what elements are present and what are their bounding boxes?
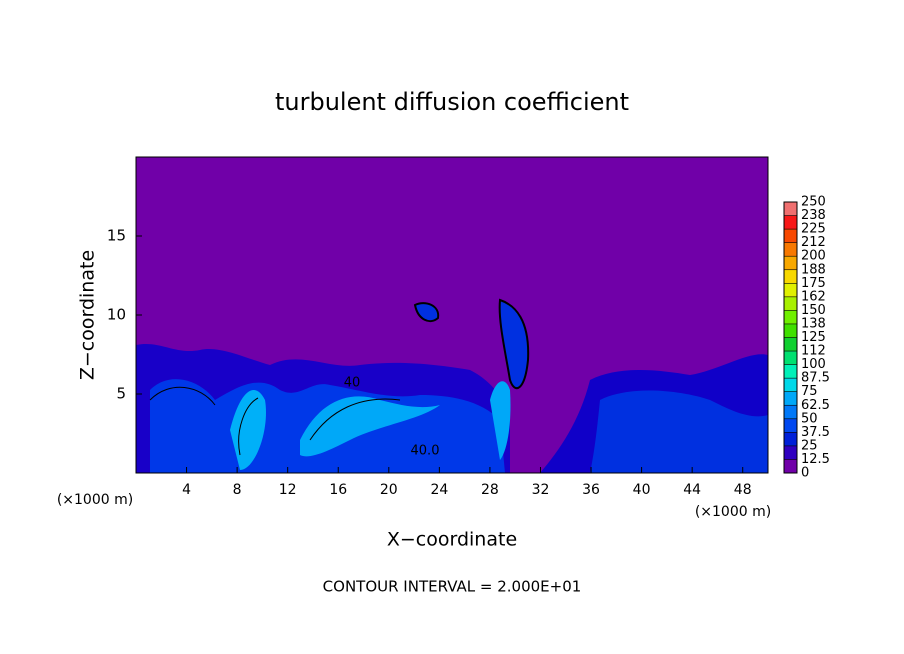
colorbar-band <box>784 351 797 365</box>
y-tick-label: 15 <box>107 227 126 245</box>
field-region <box>300 396 440 457</box>
colorbar-label: 37.5 <box>801 425 830 440</box>
colorbar-band <box>784 310 797 324</box>
colorbar-label: 162 <box>801 289 826 304</box>
colorbar-label: 250 <box>801 195 826 210</box>
x-tick-label: 20 <box>380 482 398 498</box>
colorbar-band <box>784 229 797 243</box>
x-unit-label: (×1000 m) <box>695 504 771 520</box>
colorbar-band <box>784 405 797 419</box>
colorbar-band <box>784 459 797 473</box>
colorbar-band <box>784 242 797 257</box>
colorbar-band <box>784 296 797 311</box>
colorbar-label: 25 <box>801 438 818 453</box>
x-tick-label: 28 <box>481 482 499 498</box>
colorbar-band <box>784 418 797 433</box>
colorbar-label: 100 <box>801 357 826 372</box>
x-tick-label: 32 <box>532 482 550 498</box>
field-region <box>413 302 440 323</box>
colorbar-band <box>784 378 797 392</box>
x-tick-label: 8 <box>233 482 242 498</box>
colorbar-label: 150 <box>801 303 826 318</box>
y-tick-label: 10 <box>107 306 126 324</box>
colorbar-label: 0 <box>801 466 809 481</box>
colorbar-label: 12.5 <box>801 452 830 467</box>
field-region <box>490 381 511 460</box>
y-axis-label: Z−coordinate <box>77 250 99 380</box>
colorbar-label: 225 <box>801 222 826 237</box>
x-tick-label: 16 <box>329 482 347 498</box>
colorbar-band <box>784 391 797 406</box>
x-unit-label: (×1000 m) <box>57 492 133 508</box>
colorbar-band <box>784 337 797 352</box>
chart-title: turbulent diffusion coefficient <box>275 88 629 116</box>
colorbar-label: 138 <box>801 316 826 331</box>
x-tick-label: 44 <box>683 482 701 498</box>
field-region <box>590 390 768 473</box>
colorbar-band <box>784 364 797 379</box>
colorbar-label: 175 <box>801 276 826 291</box>
colorbar-band <box>784 445 797 460</box>
field <box>135 156 769 474</box>
colorbar-band <box>784 256 797 270</box>
colorbar-label: 212 <box>801 235 826 250</box>
colorbar-label: 188 <box>801 262 826 277</box>
colorbar-label: 50 <box>801 411 818 426</box>
x-tick-label: 36 <box>582 482 600 498</box>
colorbar-label: 62.5 <box>801 398 830 413</box>
colorbar-label: 125 <box>801 330 826 345</box>
colorbar-band <box>784 432 797 446</box>
colorbar-label: 75 <box>801 384 818 399</box>
contour-label: 40 <box>344 376 361 391</box>
colorbar-label: 200 <box>801 249 826 264</box>
x-tick-label: 24 <box>430 482 448 498</box>
y-tick-label: 5 <box>116 385 126 403</box>
contour-label: 40.0 <box>411 444 440 459</box>
x-tick-label: 48 <box>734 482 752 498</box>
colorbar-band <box>784 269 797 284</box>
contour-line <box>149 386 401 456</box>
colorbar-label: 112 <box>801 344 826 359</box>
x-tick-label: 4 <box>182 482 191 498</box>
x-tick-label: 12 <box>279 482 297 498</box>
annotation: CONTOUR INTERVAL = 2.000E+01 <box>323 578 582 596</box>
colorbar-band <box>784 215 797 230</box>
x-axis-label: X−coordinate <box>387 529 517 551</box>
colorbar-band <box>784 202 797 216</box>
colorbar-label: 87.5 <box>801 371 830 386</box>
x-tick-label: 40 <box>633 482 651 498</box>
colorbar-label: 238 <box>801 208 826 223</box>
colorbar-band <box>784 283 797 297</box>
field-region <box>498 298 530 390</box>
colorbar-band <box>784 323 797 338</box>
